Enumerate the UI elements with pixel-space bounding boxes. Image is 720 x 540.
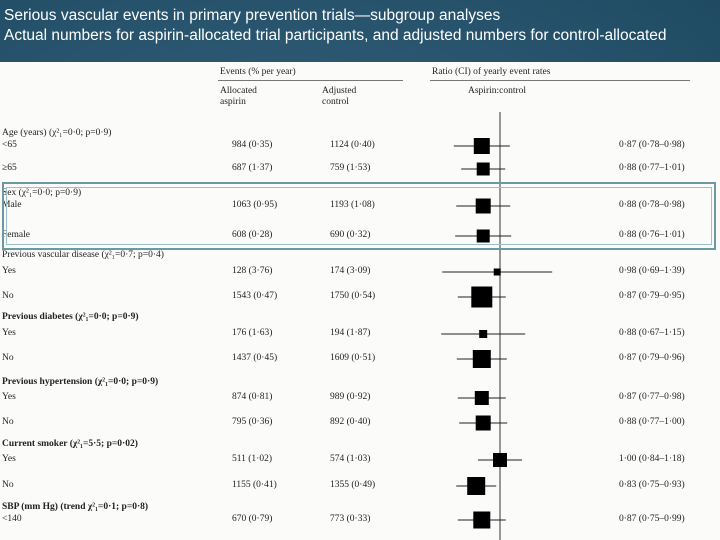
control-column-header-2: control bbox=[322, 97, 349, 107]
row-label: Yes bbox=[2, 328, 16, 338]
slide-title: Serious vascular events in primary preve… bbox=[4, 7, 501, 24]
aspirin-column-header: Allocated bbox=[220, 86, 257, 96]
point-estimate-box bbox=[476, 162, 490, 176]
ratio-ci-text: 0·88 (0·77–1·00) bbox=[619, 417, 685, 427]
ratio-ci-text: 0·88 (0·78–0·98) bbox=[619, 200, 685, 210]
control-events: 1355 (0·49) bbox=[330, 480, 376, 490]
aspirin-events: 608 (0·28) bbox=[232, 230, 273, 240]
events-header: Events (% per year) bbox=[220, 67, 296, 77]
control-events: 773 (0·33) bbox=[330, 514, 371, 524]
forest-plot bbox=[441, 112, 553, 540]
control-events: 759 (1·53) bbox=[330, 163, 371, 173]
aspirin-events: 176 (1·63) bbox=[232, 328, 273, 338]
point-estimate-box bbox=[476, 229, 490, 243]
row-label: Yes bbox=[2, 266, 16, 276]
control-column-header: Adjusted bbox=[322, 86, 357, 96]
ratio-ci-text: 0·87 (0·79–0·95) bbox=[619, 291, 685, 301]
row-label: No bbox=[2, 480, 14, 490]
highlight-box-outer bbox=[2, 182, 716, 250]
ratio-ci-text: 0·87 (0·79–0·96) bbox=[619, 353, 685, 363]
aspirin-column-header-2: aspirin bbox=[220, 97, 246, 107]
highlight-box-inner bbox=[6, 187, 712, 245]
aspirin-events: 1543 (0·47) bbox=[232, 291, 278, 301]
row-label: Yes bbox=[2, 392, 16, 402]
aspirin-events: 1437 (0·45) bbox=[232, 353, 278, 363]
control-events: 1750 (0·54) bbox=[330, 291, 376, 301]
aspirin-events: 511 (1·02) bbox=[232, 454, 273, 464]
aspirin-events: 795 (0·36) bbox=[232, 417, 273, 427]
subgroup-heading: Previous vascular disease (χ²₁=0·7; p=0·… bbox=[2, 250, 164, 260]
aspirin-events: 874 (0·81) bbox=[232, 392, 273, 402]
row-label: Female bbox=[2, 230, 30, 240]
row-label: No bbox=[2, 291, 14, 301]
ratio-ci-text: 0·98 (0·69–1·39) bbox=[619, 266, 685, 276]
ratio-ci-text: 0·88 (0·67–1·15) bbox=[619, 328, 685, 338]
point-estimate-box bbox=[479, 330, 488, 338]
point-estimate-box bbox=[493, 268, 501, 276]
ratio-subheader: Aspirin:control bbox=[468, 86, 527, 96]
forest-plot-table: Events (% per year) Allocated aspirin Ad… bbox=[0, 62, 720, 540]
control-events: 989 (0·92) bbox=[330, 392, 371, 402]
point-estimate-box bbox=[473, 511, 491, 529]
row-label: <65 bbox=[2, 140, 17, 150]
point-estimate-box bbox=[467, 477, 486, 495]
ratio-header: Ratio (CI) of yearly event rates bbox=[432, 67, 551, 77]
row-label: No bbox=[2, 353, 14, 363]
ratio-ci-text: 0·87 (0·75–0·99) bbox=[619, 514, 685, 524]
subgroup-heading: Age (years) (χ²₁=0·0; p=0·9) bbox=[2, 128, 112, 138]
point-estimate-box bbox=[472, 350, 491, 368]
ratio-ci-text: 0·83 (0·75–0·93) bbox=[619, 480, 685, 490]
ratio-ci-text: 0·88 (0·77–1·01) bbox=[619, 163, 685, 173]
aspirin-events: 670 (0·79) bbox=[232, 514, 273, 524]
control-events: 194 (1·87) bbox=[330, 328, 371, 338]
control-events: 892 (0·40) bbox=[330, 417, 371, 427]
row-label: ≥65 bbox=[2, 163, 17, 173]
subgroup-heading: Sex (χ²₁=0·0; p=0·9) bbox=[2, 188, 82, 198]
aspirin-events: 687 (1·37) bbox=[232, 163, 273, 173]
events-header-rule bbox=[218, 80, 403, 81]
control-events: 174 (3·09) bbox=[330, 266, 371, 276]
row-label: Yes bbox=[2, 454, 16, 464]
subgroup-heading: SBP (mm Hg) (trend χ²₁=0·1; p=0·8) bbox=[2, 502, 149, 512]
control-events: 690 (0·32) bbox=[330, 230, 371, 240]
control-events: 1609 (0·51) bbox=[330, 353, 376, 363]
aspirin-events: 984 (0·35) bbox=[232, 140, 273, 150]
row-label: Male bbox=[2, 200, 22, 210]
ratio-ci-text: 0·88 (0·76–1·01) bbox=[619, 230, 685, 240]
ratio-header-rule bbox=[430, 80, 690, 81]
aspirin-events: 1155 (0·41) bbox=[232, 480, 277, 490]
ratio-ci-text: 0·87 (0·77–0·98) bbox=[619, 392, 685, 402]
ratio-ci-text: 1·00 (0·84–1·18) bbox=[619, 454, 685, 464]
point-estimate-box bbox=[475, 198, 491, 214]
point-estimate-box bbox=[475, 415, 491, 431]
aspirin-events: 128 (3·76) bbox=[232, 266, 273, 276]
control-events: 1193 (1·08) bbox=[330, 200, 375, 210]
point-estimate-box bbox=[471, 286, 493, 308]
control-events: 1124 (0·40) bbox=[330, 140, 375, 150]
point-estimate-box bbox=[474, 391, 489, 405]
point-estimate-box bbox=[473, 138, 490, 154]
aspirin-events: 1063 (0·95) bbox=[232, 200, 278, 210]
slide-subtitle: Actual numbers for aspirin-allocated tri… bbox=[4, 27, 667, 44]
row-label: No bbox=[2, 417, 14, 427]
ratio-ci-text: 0·87 (0·78–0·98) bbox=[619, 140, 685, 150]
subgroup-heading: Previous diabetes (χ²₁=0·0; p=0·9) bbox=[2, 312, 139, 322]
point-estimate-box bbox=[493, 453, 507, 467]
row-label: <140 bbox=[2, 514, 22, 524]
subgroup-heading: Previous hypertension (χ²₁=0·0; p=0·9) bbox=[2, 377, 159, 387]
subgroup-heading: Current smoker (χ²₁=5·5; p=0·02) bbox=[2, 439, 138, 449]
control-events: 574 (1·03) bbox=[330, 454, 371, 464]
